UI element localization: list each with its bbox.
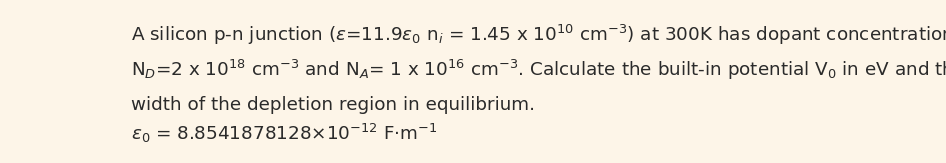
Text: A silicon p-n junction ($\varepsilon$=11.9$\varepsilon$$_{0}$ n$_{i}$ = 1.45 x 1: A silicon p-n junction ($\varepsilon$=11… <box>131 23 946 47</box>
Text: $\varepsilon$$_{0}$ = 8.8541878128×10$^{-12}$ F·m$^{-1}$: $\varepsilon$$_{0}$ = 8.8541878128×10$^{… <box>131 122 438 145</box>
Text: width of the depletion region in equilibrium.: width of the depletion region in equilib… <box>131 96 535 114</box>
Text: N$_{D}$=2 x 10$^{18}$ cm$^{-3}$ and N$_{A}$= 1 x 10$^{16}$ cm$^{-3}$. Calculate : N$_{D}$=2 x 10$^{18}$ cm$^{-3}$ and N$_{… <box>131 58 946 82</box>
